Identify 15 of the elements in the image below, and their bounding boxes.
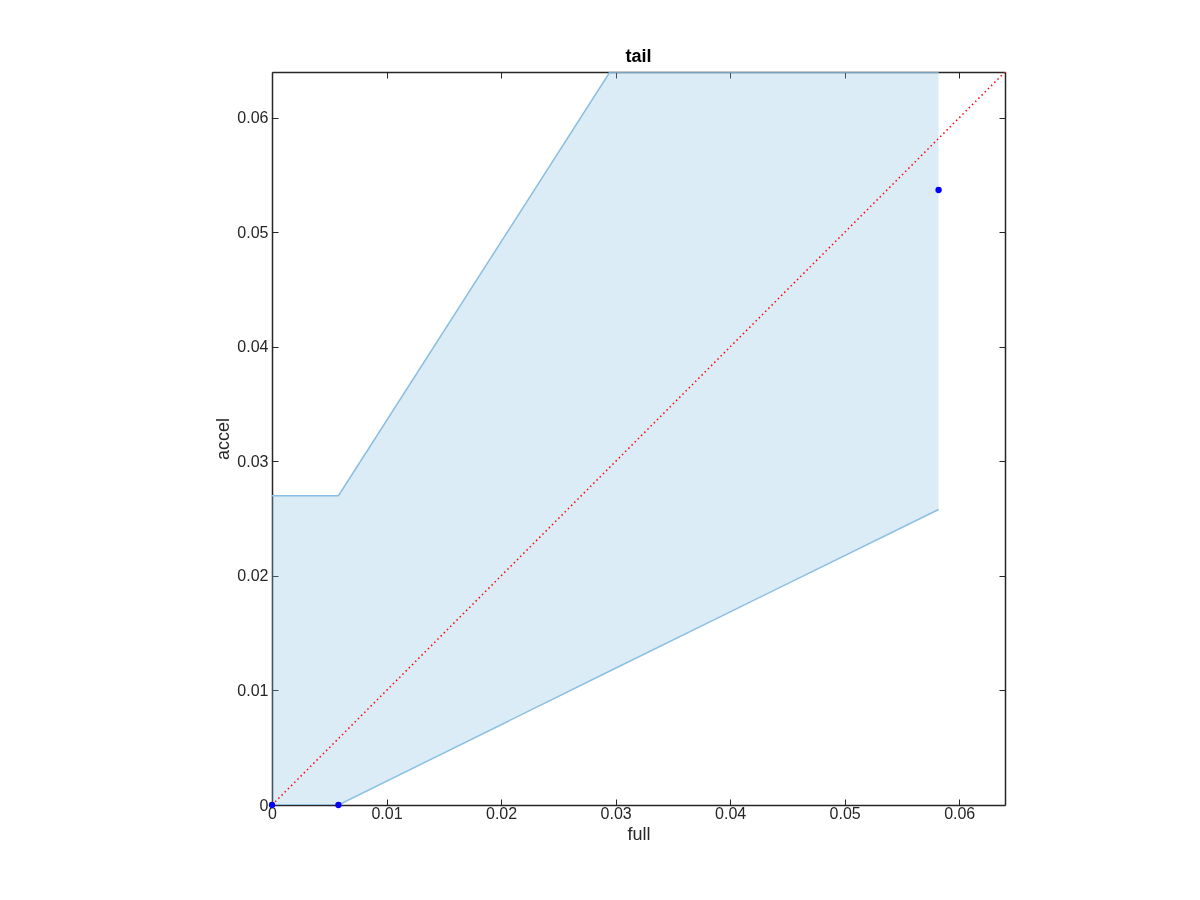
- x-tick-label: 0.04: [715, 804, 747, 822]
- y-tick-label: 0.05: [237, 223, 269, 241]
- y-axis-title: accel: [213, 417, 234, 461]
- y-tick-label: 0.02: [237, 567, 269, 585]
- chart-title: tail: [625, 45, 652, 66]
- x-tick-label: 0.03: [600, 804, 632, 822]
- x-tick-label: 0.06: [944, 804, 976, 822]
- y-tick-label: 0.04: [237, 338, 269, 356]
- y-tick-label: 0.03: [237, 452, 269, 470]
- y-tick-label: 0.01: [237, 681, 269, 699]
- x-tick-label: 0.05: [829, 804, 861, 822]
- x-tick-label: 0.02: [485, 804, 518, 822]
- y-tick-label: 0.06: [237, 109, 269, 127]
- x-tick-label: 0.01: [371, 804, 403, 822]
- x-axis-title: full: [627, 823, 651, 844]
